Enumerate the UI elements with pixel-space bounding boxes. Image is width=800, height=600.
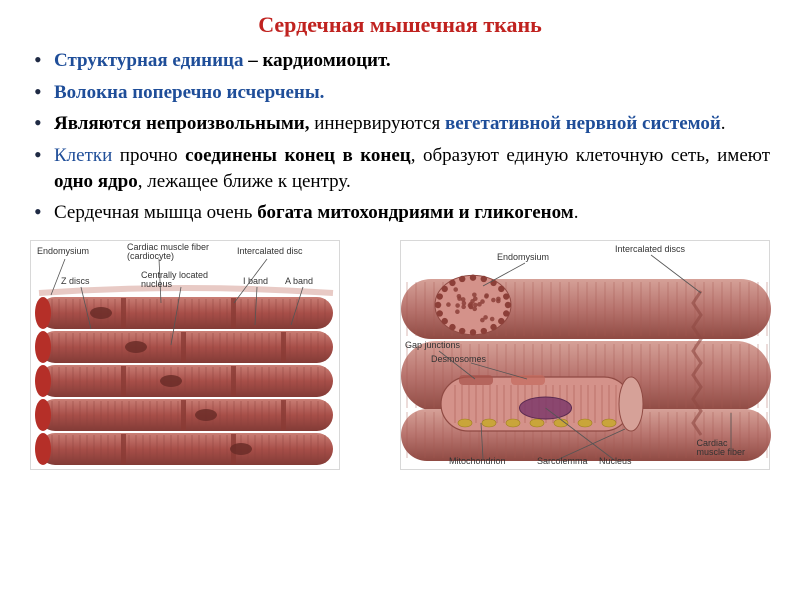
- figure-label: Gap junctions: [405, 341, 460, 350]
- figure-left: Endomysium Cardiac muscle fiber(cardiocyt…: [30, 240, 340, 470]
- figure-label: Intercalated disc: [237, 247, 303, 256]
- text-run: Сердечная мышца очень: [54, 202, 257, 223]
- text-run: иннервируются: [314, 113, 445, 134]
- figure-label: Centrally locatednucleus: [141, 271, 208, 290]
- figure-label: Desmosomes: [431, 355, 486, 364]
- bullet-item: Клетки прочно соединены конец в конец, о…: [30, 143, 770, 194]
- text-run: .: [574, 202, 579, 223]
- text-run: Структурная единица: [54, 50, 244, 71]
- text-run: вегетативной нервной системой: [445, 113, 721, 134]
- figure-label: Intercalated discs: [615, 245, 685, 254]
- text-run: Волокна поперечно исчерчены.: [54, 82, 324, 103]
- bullet-item: Волокна поперечно исчерчены.: [30, 80, 770, 106]
- bullet-item: Сердечная мышца очень богата митохондрия…: [30, 200, 770, 226]
- figure-label: Mitochondrion: [449, 457, 506, 466]
- figure-label: Nucleus: [599, 457, 632, 466]
- text-run: Являются непроизвольными,: [54, 113, 314, 134]
- text-run: , лежащее ближе к центру.: [138, 171, 351, 192]
- figure-label: I band: [243, 277, 268, 286]
- figure-right: Intercalated discs Endomysium Gap junction…: [400, 240, 770, 470]
- text-run: прочно: [112, 145, 185, 166]
- slide-title: Сердечная мышечная ткань: [30, 12, 770, 38]
- figure-label: Cardiac muscle fiber(cardiocyte): [127, 243, 209, 262]
- figure-label: A band: [285, 277, 313, 286]
- text-run: одно ядро: [54, 171, 138, 192]
- figure-label: Sarcolemma: [537, 457, 588, 466]
- text-run: .: [721, 113, 726, 134]
- figure-label: Endomysium: [497, 253, 549, 262]
- text-run: – кардиомиоцит.: [244, 50, 391, 71]
- text-run: соединены конец в конец: [185, 145, 411, 166]
- text-run: богата митохондриями и гликогеном: [257, 202, 573, 223]
- text-run: , образуют единую клеточную сеть, имеют: [411, 145, 770, 166]
- figure-label: Endomysium: [37, 247, 89, 256]
- text-run: Клетки: [54, 145, 112, 166]
- bullet-item: Являются непроизвольными, иннервируются …: [30, 111, 770, 137]
- figure-label: Cardiacmuscle fiber: [696, 439, 745, 458]
- bullet-list: Структурная единица – кардиомиоцит. Волок…: [30, 48, 770, 226]
- figures-row: Endomysium Cardiac muscle fiber(cardiocyt…: [30, 240, 770, 470]
- bullet-item: Структурная единица – кардиомиоцит.: [30, 48, 770, 74]
- figure-label: Z discs: [61, 277, 90, 286]
